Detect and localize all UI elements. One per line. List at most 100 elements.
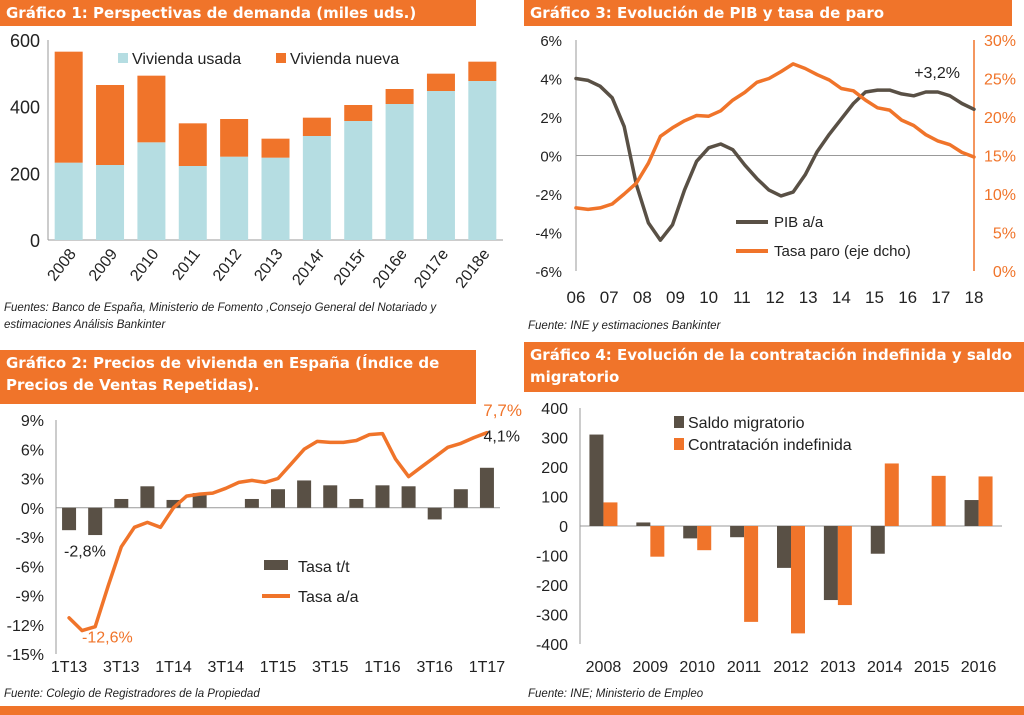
- x-tick-label: 15: [865, 288, 884, 307]
- bar-contratacion-indefinida: [697, 526, 712, 551]
- bar-tasa-tt: [479, 467, 494, 508]
- x-tick-label: 2008: [586, 659, 622, 676]
- x-tick-label: 3T13: [103, 659, 140, 676]
- y-tick-label-left: 2%: [540, 110, 562, 127]
- x-tick-label: 2013: [820, 659, 856, 676]
- bar-vivienda-usada: [344, 121, 373, 240]
- y-tick-label-left: 0%: [540, 149, 562, 166]
- bar-tasa-tt: [427, 507, 442, 520]
- panel-grafico-2: Gráfico 2: Precios de vivienda en España…: [0, 350, 522, 706]
- y-tick-label: -12%: [7, 618, 44, 635]
- y-tick-label-right: 5%: [993, 226, 1016, 243]
- chart-source: Fuente: Colegio de Registradores de la P…: [4, 688, 260, 700]
- y-tick-label: 400: [10, 98, 40, 118]
- bar-contratacion-indefinida: [744, 526, 759, 622]
- bar-contratacion-indefinida: [791, 526, 805, 634]
- y-tick-label: 400: [541, 401, 568, 418]
- annotation-min-bar: -2,8%: [64, 544, 106, 561]
- y-tick-label-right: 20%: [984, 110, 1016, 127]
- y-tick-label-left: -4%: [535, 226, 562, 243]
- panel-grafico-3: Gráfico 3: Evolución de PIB y tasa de pa…: [524, 0, 1024, 340]
- bar-vivienda-usada: [302, 136, 331, 240]
- chart-title: Gráfico 1: Perspectivas de demanda (mile…: [0, 0, 476, 26]
- y-tick-label: 6%: [21, 442, 44, 459]
- x-tick-label: 08: [633, 288, 652, 307]
- bar-saldo-migratorio: [870, 526, 885, 554]
- y-tick-label: 100: [541, 490, 568, 507]
- line-tasa-paro: [574, 62, 976, 212]
- x-tick-label: 2012: [773, 659, 809, 676]
- x-tick-label: 3T15: [312, 659, 349, 676]
- x-tick-label: 2018e: [453, 246, 494, 292]
- bar-tasa-tt: [62, 507, 77, 531]
- y-tick-label-right: 0%: [993, 264, 1016, 281]
- bar-contratacion-indefinida: [603, 502, 618, 526]
- line-pib: [574, 76, 976, 242]
- legend-label: Vivienda nueva: [290, 51, 399, 68]
- bar-tasa-tt: [140, 486, 155, 508]
- bar-vivienda-nueva: [220, 119, 249, 157]
- bar-saldo-migratorio: [777, 526, 791, 568]
- x-tick-label: 2015: [914, 659, 950, 676]
- annotation-last-bar: 4,1%: [484, 429, 520, 446]
- bar-vivienda-nueva: [54, 51, 83, 163]
- bar-tasa-tt: [375, 485, 390, 508]
- x-tick-label: 1T15: [260, 659, 297, 676]
- footer-bar: [0, 706, 1024, 715]
- x-tick-label: 2017e: [411, 246, 452, 292]
- annotation-min-line: -12,6%: [82, 629, 133, 646]
- bar-tasa-tt: [114, 498, 129, 508]
- x-tick-label: 2008: [45, 246, 80, 285]
- x-tick-label: 10: [699, 288, 718, 307]
- x-tick-label: 1T17: [469, 659, 506, 676]
- bar-tasa-tt: [297, 480, 312, 508]
- bar-vivienda-nueva: [385, 89, 414, 104]
- x-tick-label: 2014: [867, 659, 903, 676]
- x-tick-label: 2011: [727, 659, 762, 676]
- x-tick-label: 1T13: [51, 659, 88, 676]
- x-tick-label: 09: [666, 288, 685, 307]
- legend-label: Tasa t/t: [298, 559, 350, 576]
- y-tick-label-left: -6%: [535, 264, 562, 281]
- chart-grafico-4: 400 300 200 100 0 -100 -200 -300 -400 2008 2009 201…: [536, 401, 1002, 676]
- annotation-last-line: 7,7%: [483, 401, 522, 420]
- x-tick-label: 3T16: [416, 659, 453, 676]
- x-tick-label: 2014r: [289, 245, 328, 288]
- y-tick-label: -300: [536, 608, 568, 625]
- x-tick-label: 2013: [251, 246, 286, 285]
- bar-vivienda-usada: [96, 165, 125, 240]
- bar-contratacion-indefinida: [931, 475, 946, 526]
- bar-vivienda-nueva: [261, 138, 290, 158]
- x-tick-label: 13: [799, 288, 818, 307]
- y-tick-label-right: 30%: [984, 33, 1016, 50]
- y-tick-label: -100: [536, 549, 568, 566]
- legend-label: Tasa paro (eje dcho): [774, 243, 911, 260]
- chart-title: Gráfico 2: Precios de vivienda en España…: [0, 350, 476, 404]
- y-tick-label-left: -2%: [535, 187, 562, 204]
- panel-grafico-1: Gráfico 1: Perspectivas de demanda (mile…: [0, 0, 512, 345]
- x-tick-label: 2016e: [370, 246, 411, 292]
- bar-contratacion-indefinida: [978, 476, 993, 526]
- bar-saldo-migratorio: [964, 500, 979, 526]
- bar-contratacion-indefinida: [650, 526, 665, 557]
- y-tick-label: 3%: [21, 472, 44, 489]
- legend-label: Tasa a/a: [298, 589, 359, 606]
- bar-vivienda-nueva: [96, 85, 125, 165]
- bar-tasa-tt: [166, 499, 181, 508]
- x-tick-label: 2011: [169, 246, 204, 284]
- x-tick-label: 1T16: [364, 659, 401, 676]
- x-tick-label: 07: [600, 288, 619, 307]
- x-tick-label: 12: [766, 288, 785, 307]
- line-tasa-aa: [67, 430, 489, 633]
- bar-saldo-migratorio: [683, 526, 698, 539]
- legend-label: Contratación indefinida: [688, 437, 852, 454]
- bar-vivienda-nueva: [302, 117, 331, 136]
- bar-vivienda-nueva: [137, 75, 166, 143]
- x-tick-label: 1T14: [155, 659, 192, 676]
- bar-saldo-migratorio: [589, 434, 604, 526]
- y-tick-label-right: 25%: [984, 72, 1016, 89]
- y-tick-label: -9%: [16, 589, 44, 606]
- bar-saldo-migratorio: [823, 526, 838, 601]
- chart-source: Fuente: INE; Ministerio de Empleo: [528, 688, 704, 700]
- bar-tasa-tt: [244, 498, 259, 508]
